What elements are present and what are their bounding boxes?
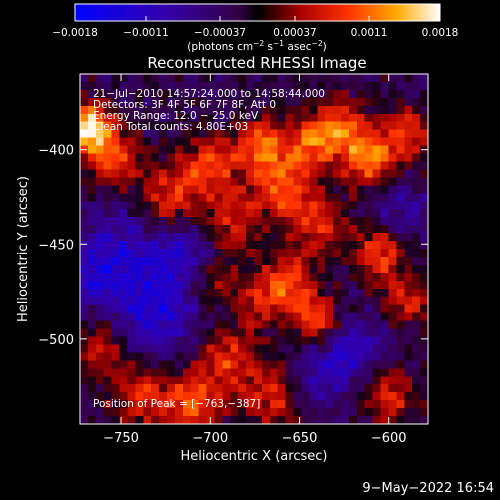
colorbar-tick-label: −0.0011 <box>123 27 169 39</box>
colorbar-tick-label: −0.0018 <box>52 27 98 39</box>
annotation-peak: Position of Peak = [−763,−387] <box>93 398 260 410</box>
heatmap-plot: −750 −700 −650 −600 −400 −450 −500 <box>38 73 429 446</box>
colorbar-unit-label: (photons cm−2 s−1 asec−2) <box>187 39 326 53</box>
x-tick-label: −700 <box>192 431 228 446</box>
x-axis-ticks: −750 −700 −650 −600 <box>103 74 407 446</box>
plot-annotations: 21−Jul−2010 14:57:24.000 to 14:58:44.000… <box>93 88 325 410</box>
y-axis-label: Heliocentric Y (arcsec) <box>16 176 31 322</box>
x-tick-label: −600 <box>371 431 407 446</box>
x-axis-label: Heliocentric X (arcsec) <box>181 449 328 464</box>
annotation-time: 21−Jul−2010 14:57:24.000 to 14:58:44.000 <box>93 88 325 100</box>
colorbar-tick-label: −0.00037 <box>194 27 246 39</box>
annotation-method: Clean Total counts: 4.80E+03 <box>93 121 248 133</box>
x-tick-label: −650 <box>282 431 318 446</box>
plot-frame <box>79 73 429 425</box>
y-tick-label: −500 <box>38 333 74 348</box>
colorbar-tick-label: 0.0018 <box>422 27 459 39</box>
y-tick-label: −400 <box>38 144 74 159</box>
colorbar-tick-label: 0.0011 <box>351 27 388 39</box>
footer-timestamp: 9−May−2022 16:54 <box>362 481 494 496</box>
colorbar-gradient <box>74 3 441 22</box>
chart-title: Reconstructed RHESSI Image <box>147 54 366 72</box>
x-tick-label: −750 <box>103 431 139 446</box>
annotation-energy: Energy Range: 12.0 − 25.0 keV <box>93 110 259 122</box>
y-axis-ticks: −400 −450 −500 <box>38 144 428 348</box>
colorbar-ticks: −0.0018 −0.0011 −0.00037 0.00037 0.0011 0.001… <box>52 16 458 39</box>
heatmap-image <box>80 74 428 424</box>
y-tick-label: −450 <box>38 238 74 253</box>
colorbar-tick-label: 0.00037 <box>273 27 316 39</box>
colorbar: −0.0018 −0.0011 −0.00037 0.00037 0.0011 0.001… <box>52 3 458 53</box>
annotation-detectors: Detectors: 3F 4F 5F 6F 7F 8F, Att 0 <box>93 99 276 111</box>
